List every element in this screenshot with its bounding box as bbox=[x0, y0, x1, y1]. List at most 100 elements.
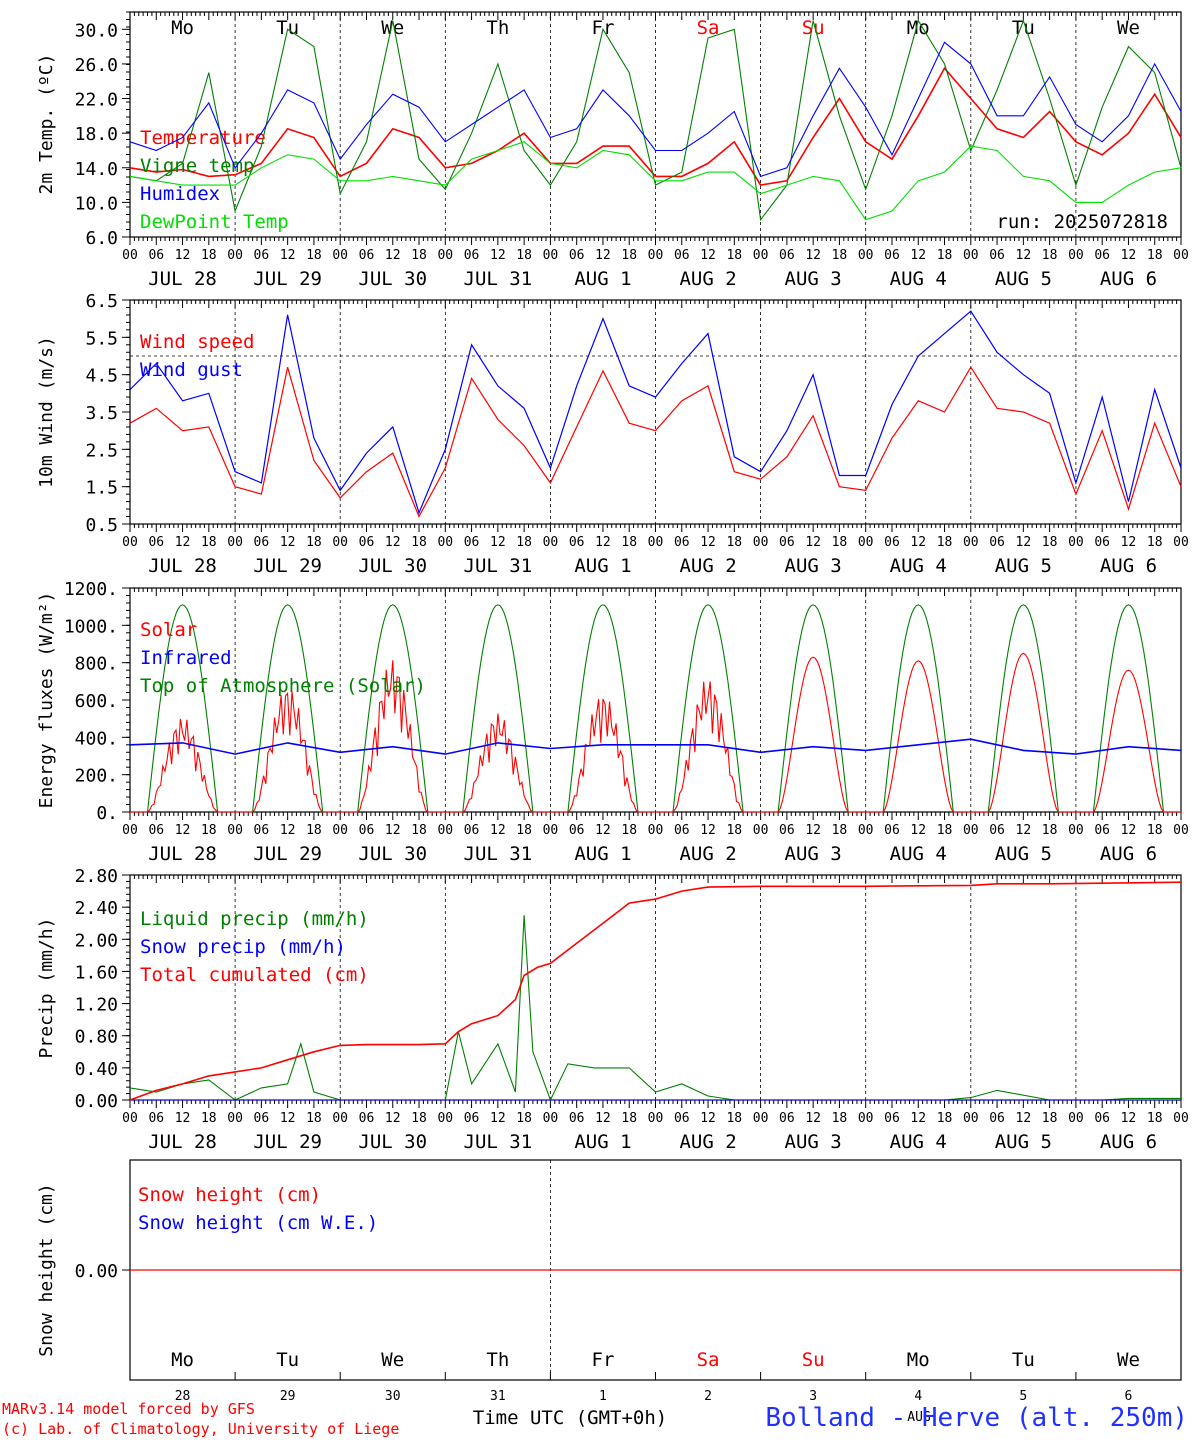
hour-tick-label-temperature: 00 bbox=[437, 248, 453, 263]
hour-tick-label-wind: 00 bbox=[332, 535, 348, 550]
hour-tick-label-temperature: 12 bbox=[910, 248, 926, 263]
weekday-label: Mo bbox=[907, 17, 930, 39]
hour-tick-label-energy: 12 bbox=[490, 823, 506, 838]
hour-tick-label-wind: 00 bbox=[1068, 535, 1084, 550]
hour-tick-label-temperature: 00 bbox=[227, 248, 243, 263]
hour-tick-label-precip: 00 bbox=[227, 1111, 243, 1126]
snow-day-number: 5 bbox=[1019, 1389, 1027, 1404]
hour-tick-label-wind: 18 bbox=[201, 535, 217, 550]
date-label-temperature: JUL 29 bbox=[253, 268, 322, 290]
hour-tick-label-energy: 18 bbox=[1147, 823, 1163, 838]
y-tick-label-precip: 0.80 bbox=[75, 1027, 118, 1048]
y-tick-label-wind: 4.5 bbox=[85, 366, 118, 387]
temp-series-0 bbox=[129, 66, 1182, 186]
hour-tick-label-energy: 12 bbox=[280, 823, 296, 838]
y-tick-label-wind: 2.5 bbox=[85, 440, 118, 461]
date-label-energy: JUL 28 bbox=[148, 843, 217, 865]
y-tick-label-energy: 1200. bbox=[64, 579, 118, 600]
date-label-temperature: AUG 6 bbox=[1100, 268, 1157, 290]
hour-tick-label-energy: 12 bbox=[910, 823, 926, 838]
date-label-energy: AUG 4 bbox=[890, 843, 947, 865]
weekday-label: Mo bbox=[171, 17, 194, 39]
date-label-temperature: AUG 1 bbox=[574, 268, 631, 290]
snow-day-number: 28 bbox=[175, 1389, 191, 1404]
hour-tick-label-temperature: 06 bbox=[989, 248, 1005, 263]
wind-series-0 bbox=[129, 366, 1182, 518]
date-label-wind: AUG 5 bbox=[995, 555, 1052, 577]
hour-tick-label-wind: 00 bbox=[753, 535, 769, 550]
hour-tick-label-temperature: 00 bbox=[122, 248, 138, 263]
hour-tick-label-temperature: 00 bbox=[1173, 248, 1189, 263]
hour-tick-label-wind: 18 bbox=[937, 535, 953, 550]
temp-series-1 bbox=[129, 19, 1182, 222]
hour-tick-label-wind: 12 bbox=[595, 535, 611, 550]
hour-tick-label-energy: 12 bbox=[595, 823, 611, 838]
hour-tick-label-wind: 18 bbox=[832, 535, 848, 550]
hour-tick-label-precip: 12 bbox=[1121, 1111, 1137, 1126]
hour-tick-label-energy: 00 bbox=[227, 823, 243, 838]
date-label-temperature: AUG 2 bbox=[679, 268, 736, 290]
date-label-temperature: JUL 28 bbox=[148, 268, 217, 290]
hour-tick-label-energy: 12 bbox=[175, 823, 191, 838]
y-axis-label-snow: Snow height (cm) bbox=[36, 1183, 57, 1356]
hour-tick-label-temperature: 12 bbox=[1016, 248, 1032, 263]
hour-tick-label-energy: 12 bbox=[1121, 823, 1137, 838]
weekday-label: Tu bbox=[1012, 17, 1035, 39]
snow-weekday-label: Tu bbox=[276, 1349, 299, 1371]
hour-tick-label-precip: 12 bbox=[175, 1111, 191, 1126]
hour-tick-label-temperature: 00 bbox=[332, 248, 348, 263]
legend-snow-1: Snow height (cm W.E.) bbox=[138, 1212, 378, 1234]
hour-tick-label-precip: 00 bbox=[963, 1111, 979, 1126]
hour-tick-label-wind: 18 bbox=[726, 535, 742, 550]
hour-tick-label-precip: 18 bbox=[306, 1111, 322, 1126]
hour-tick-label-precip: 18 bbox=[516, 1111, 532, 1126]
hour-tick-label-energy: 00 bbox=[543, 823, 559, 838]
snow-weekday-label: Fr bbox=[592, 1349, 615, 1371]
hour-tick-label-precip: 00 bbox=[648, 1111, 664, 1126]
weekday-label: Tu bbox=[276, 17, 299, 39]
hour-tick-label-energy: 18 bbox=[411, 823, 427, 838]
hour-tick-label-precip: 18 bbox=[1147, 1111, 1163, 1126]
hour-tick-label-energy: 06 bbox=[569, 823, 585, 838]
hour-tick-label-precip: 18 bbox=[411, 1111, 427, 1126]
hour-tick-label-precip: 06 bbox=[464, 1111, 480, 1126]
hour-tick-label-temperature: 00 bbox=[648, 248, 664, 263]
hour-tick-label-precip: 06 bbox=[254, 1111, 270, 1126]
date-label-energy: JUL 29 bbox=[253, 843, 322, 865]
hour-tick-label-temperature: 00 bbox=[858, 248, 874, 263]
snow-weekday-label: Su bbox=[802, 1349, 825, 1371]
run-annotation: run: 2025072818 bbox=[996, 211, 1168, 233]
hour-tick-label-temperature: 06 bbox=[779, 248, 795, 263]
hour-tick-label-temperature: 12 bbox=[385, 248, 401, 263]
y-axis-label-energy: Energy fluxes (W/m²) bbox=[36, 592, 57, 809]
hour-tick-label-temperature: 18 bbox=[937, 248, 953, 263]
snow-day-number: 1 bbox=[599, 1389, 607, 1404]
hour-tick-label-temperature: 12 bbox=[595, 248, 611, 263]
hour-tick-label-precip: 12 bbox=[490, 1111, 506, 1126]
hour-tick-label-temperature: 12 bbox=[1121, 248, 1137, 263]
hour-tick-label-precip: 00 bbox=[753, 1111, 769, 1126]
date-label-wind: AUG 6 bbox=[1100, 555, 1157, 577]
hour-tick-label-precip: 00 bbox=[122, 1111, 138, 1126]
hour-tick-label-wind: 00 bbox=[543, 535, 559, 550]
temp-series-2 bbox=[129, 41, 1182, 178]
hour-tick-label-wind: 00 bbox=[963, 535, 979, 550]
hour-tick-label-energy: 06 bbox=[779, 823, 795, 838]
y-tick-label-temperature: 14.0 bbox=[75, 159, 118, 180]
hour-tick-label-temperature: 18 bbox=[201, 248, 217, 263]
hour-tick-label-wind: 06 bbox=[148, 535, 164, 550]
y-tick-label-temperature: 26.0 bbox=[75, 55, 118, 76]
hour-tick-label-precip: 06 bbox=[148, 1111, 164, 1126]
wind-series-1 bbox=[129, 310, 1182, 515]
hour-tick-label-wind: 06 bbox=[569, 535, 585, 550]
hour-tick-label-energy: 06 bbox=[884, 823, 900, 838]
legend-temp-3: DewPoint Temp bbox=[140, 211, 289, 233]
hour-tick-label-wind: 06 bbox=[464, 535, 480, 550]
hour-tick-label-wind: 12 bbox=[1016, 535, 1032, 550]
y-tick-label-wind: 6.5 bbox=[85, 291, 118, 312]
hour-tick-label-wind: 06 bbox=[884, 535, 900, 550]
hour-tick-label-wind: 06 bbox=[779, 535, 795, 550]
hour-tick-label-energy: 00 bbox=[648, 823, 664, 838]
hour-tick-label-energy: 00 bbox=[963, 823, 979, 838]
